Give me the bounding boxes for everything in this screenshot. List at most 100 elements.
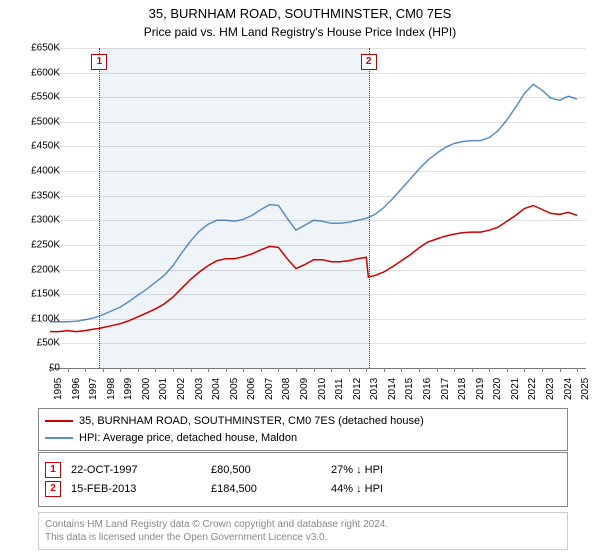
x-tick-label: 2001 [158,378,169,400]
x-tick-label: 2008 [281,378,292,400]
x-tick-label: 2019 [475,378,486,400]
x-tick-label: 1999 [123,378,134,400]
marker-line [369,48,370,368]
x-tick [437,368,438,372]
x-tick-label: 1998 [106,378,117,400]
grid-line [50,319,586,320]
footer-box: Contains HM Land Registry data © Crown c… [38,512,568,550]
sales-box: 122-OCT-1997£80,50027% ↓ HPI215-FEB-2013… [38,452,568,507]
y-tick-label: £500K [16,116,60,127]
x-tick-label: 2022 [527,378,538,400]
grid-line [50,343,586,344]
legend-label: 35, BURNHAM ROAD, SOUTHMINSTER, CM0 7ES … [79,413,424,430]
y-tick-label: £600K [16,67,60,78]
y-tick-label: £0 [16,363,60,374]
x-tick [155,368,156,372]
x-tick-label: 2005 [229,378,240,400]
series-line [50,84,577,321]
x-tick-label: 2015 [404,378,415,400]
sale-row: 1 22-OCT-1997 £80,500 27% ↓ HPI [45,462,561,478]
x-tick [331,368,332,372]
footer-line-1: Contains HM Land Registry data © Crown c… [45,518,561,531]
legend-label: HPI: Average price, detached house, Mald… [79,430,297,447]
x-tick [68,368,69,372]
x-tick [524,368,525,372]
marker-line [99,48,100,368]
x-tick [454,368,455,372]
x-tick-label: 2018 [457,378,468,400]
x-tick [138,368,139,372]
x-tick [419,368,420,372]
grid-line [50,220,586,221]
grid-line [50,122,586,123]
x-tick [208,368,209,372]
x-tick [103,368,104,372]
sale-price: £80,500 [211,464,321,476]
x-tick-label: 2011 [334,378,345,400]
sale-marker: 1 [45,462,61,478]
y-tick-label: £350K [16,190,60,201]
sale-pct: 27% ↓ HPI [331,464,451,476]
x-tick [349,368,350,372]
x-tick [507,368,508,372]
x-tick [542,368,543,372]
sale-date: 22-OCT-1997 [71,464,201,476]
x-tick [472,368,473,372]
grid-line [50,270,586,271]
plot-area: 12 [50,48,586,369]
y-tick-label: £300K [16,215,60,226]
x-tick-label: 2003 [194,378,205,400]
x-tick [560,368,561,372]
legend-swatch [45,437,73,439]
x-tick-label: 2016 [422,378,433,400]
legend-swatch [45,420,73,422]
grid-line [50,368,586,369]
x-tick-label: 1997 [88,378,99,400]
sale-pct: 44% ↓ HPI [331,483,451,495]
x-tick [489,368,490,372]
y-tick-label: £450K [16,141,60,152]
x-tick-label: 2024 [563,378,574,400]
x-tick-label: 2004 [211,378,222,400]
x-tick [401,368,402,372]
x-tick-label: 2021 [510,378,521,400]
line-layer [50,48,586,368]
x-tick-label: 2025 [580,378,591,400]
legend-box: 35, BURNHAM ROAD, SOUTHMINSTER, CM0 7ES … [38,408,568,451]
grid-line [50,48,586,49]
marker-box: 1 [91,54,107,70]
x-tick [261,368,262,372]
grid-line [50,294,586,295]
x-tick-label: 1996 [71,378,82,400]
x-tick [296,368,297,372]
x-tick [577,368,578,372]
grid-line [50,146,586,147]
legend-item: 35, BURNHAM ROAD, SOUTHMINSTER, CM0 7ES … [45,413,561,430]
y-tick-label: £650K [16,43,60,54]
y-tick-label: £100K [16,313,60,324]
grid-line [50,196,586,197]
chart-title: 35, BURNHAM ROAD, SOUTHMINSTER, CM0 7ES [0,0,600,23]
chart-container: 35, BURNHAM ROAD, SOUTHMINSTER, CM0 7ES … [0,0,600,560]
y-tick-label: £400K [16,166,60,177]
x-tick [173,368,174,372]
y-tick-label: £550K [16,92,60,103]
x-tick [278,368,279,372]
y-tick-label: £50K [16,338,60,349]
x-tick-label: 2020 [492,378,503,400]
x-tick-label: 1995 [53,378,64,400]
x-tick [120,368,121,372]
x-tick-label: 2010 [317,378,328,400]
x-tick-label: 2013 [369,378,380,400]
marker-box: 2 [361,54,377,70]
grid-line [50,245,586,246]
x-tick-label: 2017 [440,378,451,400]
grid-line [50,73,586,74]
x-tick-label: 2014 [387,378,398,400]
x-tick [50,368,51,372]
x-tick-label: 2000 [141,378,152,400]
sale-price: £184,500 [211,483,321,495]
x-tick [191,368,192,372]
x-tick [85,368,86,372]
x-tick [366,368,367,372]
